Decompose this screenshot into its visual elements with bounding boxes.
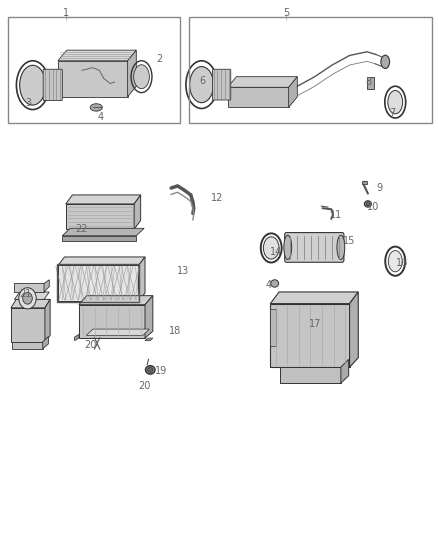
Ellipse shape [263, 237, 279, 259]
FancyBboxPatch shape [43, 69, 62, 101]
Polygon shape [79, 305, 145, 338]
Bar [367, 77, 374, 89]
Polygon shape [145, 296, 153, 338]
Polygon shape [58, 61, 127, 97]
Polygon shape [45, 300, 50, 342]
Text: 8: 8 [365, 77, 371, 87]
Polygon shape [79, 296, 153, 305]
Polygon shape [12, 342, 43, 349]
Polygon shape [228, 77, 297, 87]
Text: 12: 12 [211, 192, 223, 203]
Polygon shape [350, 292, 358, 367]
Polygon shape [11, 308, 45, 342]
Text: 20: 20 [85, 340, 97, 350]
Text: 1: 1 [63, 8, 69, 18]
Polygon shape [127, 50, 136, 97]
Ellipse shape [388, 91, 403, 114]
Ellipse shape [190, 67, 214, 103]
Ellipse shape [90, 104, 102, 111]
Polygon shape [86, 329, 149, 335]
Polygon shape [134, 195, 141, 229]
Text: 14: 14 [270, 247, 283, 257]
Ellipse shape [284, 235, 292, 260]
Text: 20: 20 [138, 381, 150, 391]
Text: 17: 17 [308, 319, 321, 329]
Text: 21: 21 [19, 289, 32, 299]
Polygon shape [66, 195, 141, 204]
Text: 15: 15 [343, 236, 356, 246]
Polygon shape [58, 265, 138, 301]
Ellipse shape [389, 251, 402, 272]
Text: 6: 6 [200, 76, 206, 86]
Polygon shape [14, 292, 49, 300]
Bar [8, 17, 180, 123]
Polygon shape [270, 304, 350, 367]
Text: 7: 7 [389, 108, 396, 118]
Text: 2: 2 [156, 54, 162, 63]
Text: 3: 3 [25, 98, 32, 108]
FancyBboxPatch shape [285, 232, 344, 262]
Polygon shape [66, 204, 134, 229]
Bar [188, 17, 432, 123]
Polygon shape [58, 50, 136, 61]
Text: 13: 13 [177, 266, 190, 276]
Ellipse shape [19, 288, 36, 309]
Polygon shape [62, 228, 144, 236]
Polygon shape [14, 284, 44, 292]
Text: 9: 9 [376, 183, 382, 193]
Polygon shape [270, 309, 276, 346]
Polygon shape [270, 292, 358, 304]
Polygon shape [11, 300, 50, 308]
Polygon shape [74, 334, 79, 341]
Ellipse shape [381, 55, 390, 68]
Polygon shape [44, 280, 49, 292]
Ellipse shape [23, 293, 32, 304]
Text: 5: 5 [283, 8, 290, 18]
Polygon shape [341, 359, 349, 383]
Polygon shape [289, 77, 297, 108]
Text: 4: 4 [98, 112, 104, 122]
Bar [57, 264, 139, 302]
Ellipse shape [366, 203, 370, 206]
Text: 18: 18 [169, 326, 181, 336]
Ellipse shape [337, 235, 345, 260]
Polygon shape [280, 367, 341, 383]
Text: 16: 16 [396, 259, 408, 268]
Polygon shape [145, 338, 153, 341]
Ellipse shape [271, 280, 279, 287]
Ellipse shape [363, 181, 366, 184]
FancyBboxPatch shape [212, 69, 231, 100]
Polygon shape [228, 87, 289, 108]
Ellipse shape [364, 201, 371, 207]
Bar [362, 181, 367, 184]
Text: 19: 19 [155, 366, 167, 376]
Polygon shape [43, 336, 48, 349]
Text: 11: 11 [329, 209, 342, 220]
Ellipse shape [145, 366, 155, 374]
Ellipse shape [20, 65, 46, 105]
Polygon shape [58, 257, 145, 265]
Polygon shape [138, 257, 145, 301]
Ellipse shape [134, 64, 149, 88]
Text: 10: 10 [367, 202, 379, 212]
Text: 4: 4 [266, 280, 272, 290]
Polygon shape [62, 236, 136, 241]
Text: 22: 22 [76, 224, 88, 235]
Ellipse shape [148, 368, 153, 372]
